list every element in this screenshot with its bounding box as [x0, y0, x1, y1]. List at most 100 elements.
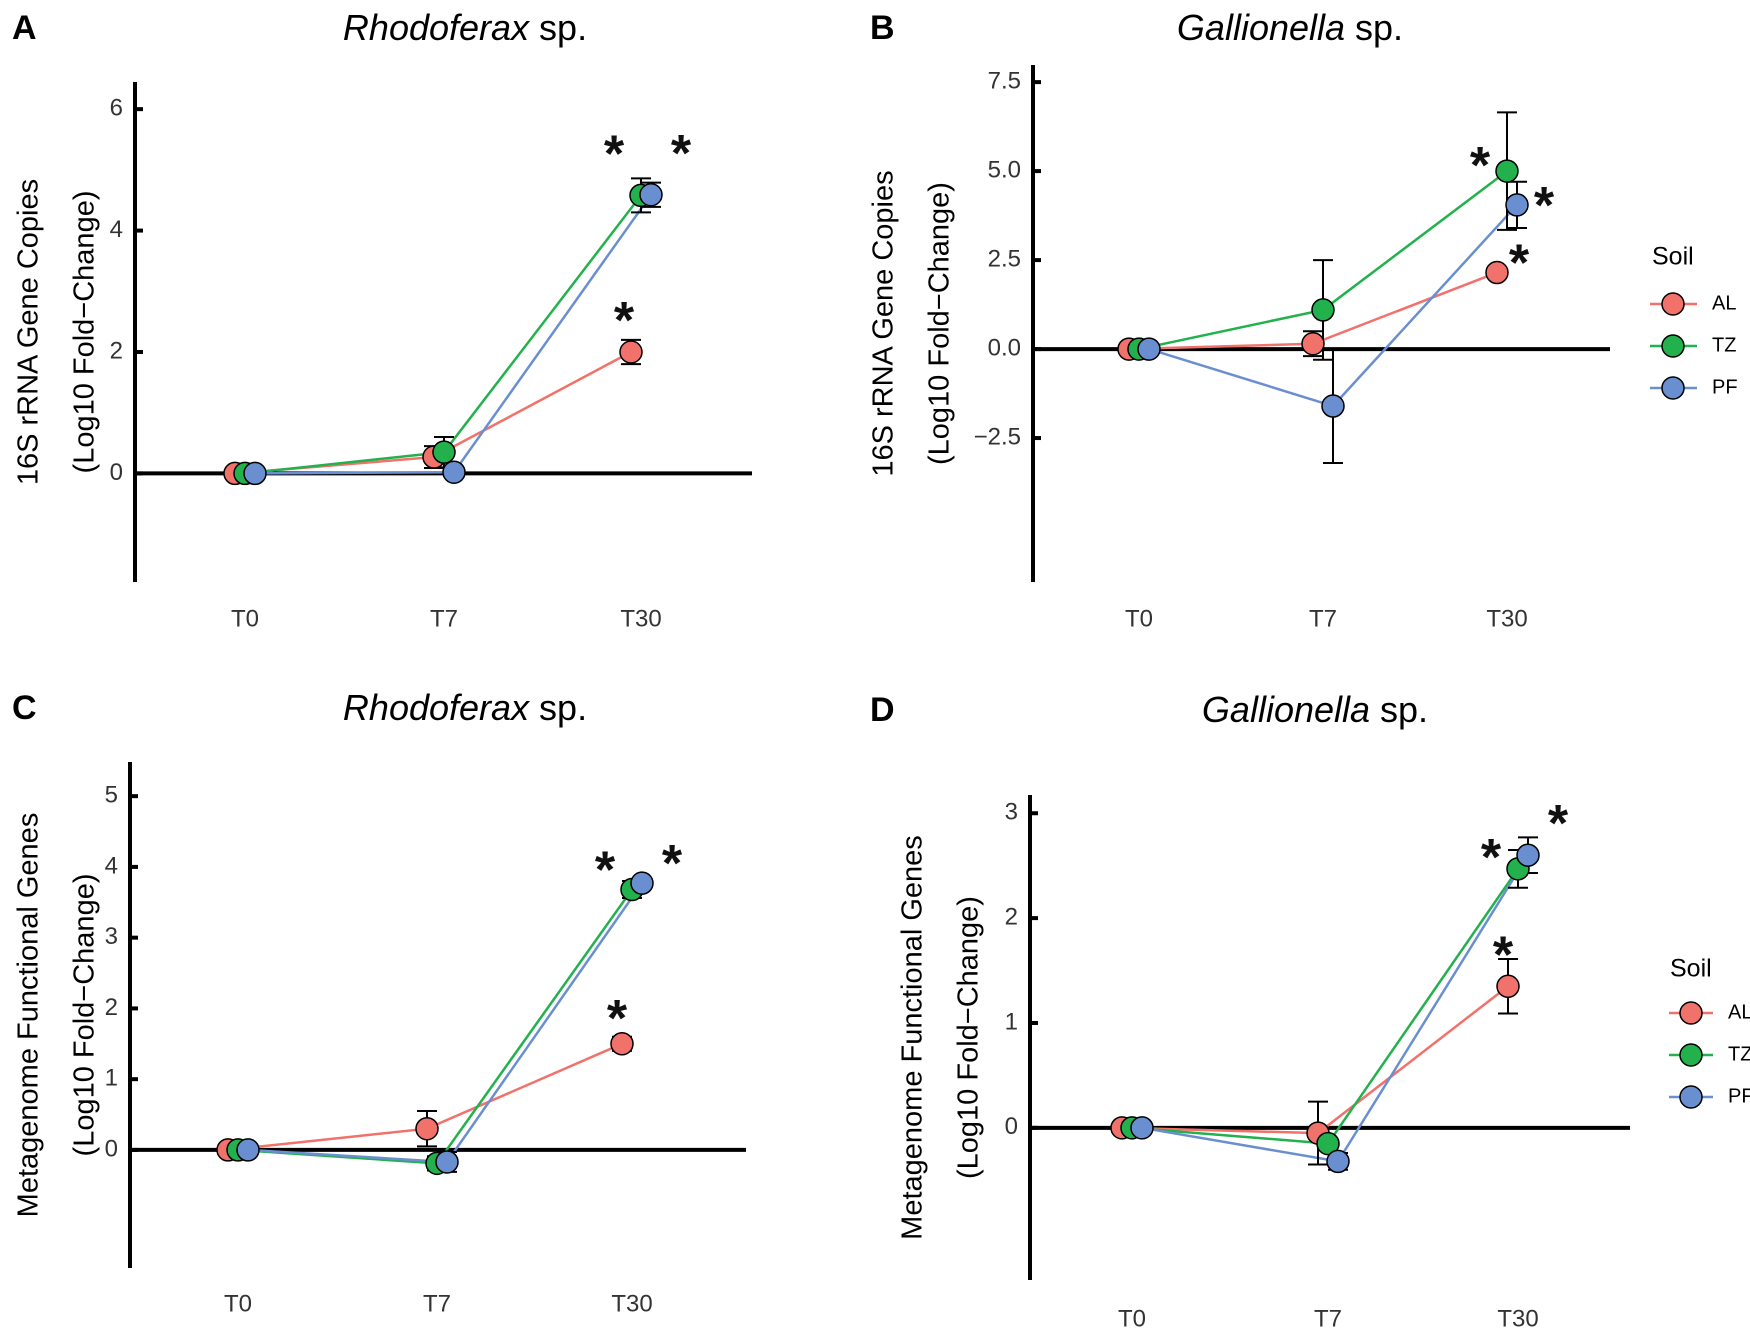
significance-star: * — [1548, 795, 1569, 853]
panel-d: D Gallionella sp. 0 1 2 3 Metagenome Functiona… — [870, 689, 1630, 1330]
y-axis-title-line2: (Log10 Fold−Change) — [69, 874, 101, 1157]
y-axis-title-line1: 16S rRNA Gene Copies — [868, 170, 900, 476]
significance-star: * — [614, 292, 635, 350]
significance-star: * — [662, 835, 683, 893]
data-point-tz — [1316, 1131, 1340, 1156]
data-point-pf — [1326, 1149, 1350, 1174]
y-tick-label: 0 — [105, 1135, 118, 1162]
legend-label: PF — [1712, 376, 1738, 398]
legend-label: AL — [1728, 1001, 1750, 1023]
data-point-pf — [1516, 843, 1540, 867]
y-tick-label: 2.5 — [988, 245, 1021, 272]
y-axis-title-line1: 16S rRNA Gene Copies — [13, 179, 45, 485]
panel-letter: B — [870, 9, 895, 47]
y-tick-label: −2.5 — [974, 423, 1021, 450]
x-tick-label: T0 — [231, 605, 259, 632]
panel-title-italic: Rhodoferax — [343, 687, 531, 728]
y-axis-title-line2: (Log10 Fold−Change) — [953, 896, 985, 1179]
panel-c: C Rhodoferax sp. 0 1 2 3 4 5 Metagenome Function… — [12, 687, 746, 1317]
y-axis-title-line1: Metagenome Functional Genes — [13, 813, 45, 1218]
legend-title: Soil — [1652, 243, 1694, 271]
y-tick-label: 2 — [1005, 903, 1018, 930]
legend-key-pf — [1679, 1085, 1703, 1109]
y-tick-label: 2 — [105, 994, 118, 1021]
legend-label: PF — [1728, 1085, 1750, 1107]
panel-b: B Gallionella sp. −2.5 0.0 2.5 5.0 7.5 16S rRNA… — [868, 7, 1610, 632]
data-point-al — [415, 1116, 439, 1141]
panel-title-italic: Gallionella — [1202, 689, 1370, 730]
significance-star: * — [607, 990, 628, 1048]
panel-title-italic: Gallionella — [1177, 7, 1345, 48]
series-line-pf — [1141, 854, 1530, 1163]
x-tick-label: T0 — [1118, 1305, 1146, 1330]
y-tick-label: 5 — [105, 781, 118, 808]
significance-star: * — [1481, 829, 1502, 887]
legend-key-al — [1679, 1001, 1703, 1025]
panel-letter: D — [870, 691, 895, 729]
legend-label: TZ — [1728, 1043, 1750, 1065]
legend-2: Soil AL TZ PF — [1669, 955, 1750, 1109]
y-axis-title-line2: (Log10 Fold−Change) — [69, 191, 101, 474]
panel-letter: C — [12, 689, 37, 727]
x-tick-label: T7 — [1309, 605, 1337, 632]
panel-title-rest: sp. — [529, 7, 587, 48]
y-axis-title-line1: Metagenome Functional Genes — [897, 835, 929, 1240]
panel-title-italic: Rhodoferax — [343, 7, 531, 48]
y-tick-label: 4 — [110, 216, 123, 243]
significance-star: * — [1534, 177, 1555, 235]
data-point-al — [610, 1032, 634, 1056]
panel-title: Gallionella sp. — [1177, 7, 1403, 48]
significance-star: * — [671, 125, 692, 183]
x-tick-label: T7 — [430, 605, 458, 632]
x-tick-label: T0 — [224, 1290, 252, 1317]
y-axis-title-line2: (Log10 Fold−Change) — [924, 182, 956, 465]
legend-key-tz — [1661, 334, 1685, 358]
data-point-al — [619, 340, 643, 364]
series-line-al — [1121, 985, 1509, 1135]
legend-1: Soil AL TZ PF — [1650, 243, 1738, 400]
series-line-pf — [254, 194, 653, 475]
legend-label: TZ — [1712, 334, 1736, 356]
x-tick-label: T30 — [620, 605, 661, 632]
data-point-pf — [1505, 193, 1529, 217]
data-point-pf — [435, 1150, 459, 1174]
y-tick-label: 5.0 — [988, 156, 1021, 183]
panel-title-rest: sp. — [1370, 689, 1428, 730]
x-tick-label: T7 — [1314, 1305, 1342, 1330]
data-point-pf — [1137, 337, 1161, 361]
y-tick-label: 6 — [110, 94, 123, 121]
data-point-tz — [1311, 298, 1335, 322]
legend-key-tz — [1679, 1043, 1703, 1067]
legend-key-al — [1661, 292, 1685, 316]
significance-star: * — [604, 125, 625, 183]
y-tick-label: 3 — [1005, 799, 1018, 826]
y-tick-label: 1 — [105, 1065, 118, 1092]
data-point-pf — [639, 183, 663, 207]
data-point-al — [1496, 974, 1520, 999]
x-tick-label: T0 — [1125, 605, 1153, 632]
x-tick-label: T30 — [611, 1290, 652, 1317]
panel-letter: A — [12, 9, 37, 47]
y-tick-label: 0.0 — [988, 334, 1021, 361]
data-point-al — [1301, 331, 1325, 356]
panel-a: A Rhodoferax sp. 0 2 4 6 16S rRNA Gene Copies (… — [12, 7, 752, 632]
data-point-pf — [630, 871, 654, 895]
significance-star: * — [1493, 926, 1514, 984]
panel-title-rest: sp. — [1345, 7, 1403, 48]
y-tick-label: 2 — [110, 337, 123, 364]
legend-key-pf — [1661, 376, 1685, 400]
data-point-al — [1485, 260, 1509, 285]
data-point-tz — [432, 440, 456, 464]
x-tick-label: T30 — [1497, 1305, 1538, 1330]
significance-star: * — [1509, 235, 1530, 293]
panel-title-rest: sp. — [529, 687, 587, 728]
significance-star: * — [595, 842, 616, 900]
series-line-tz — [244, 194, 642, 475]
data-point-pf — [236, 1138, 260, 1162]
y-tick-label: 3 — [105, 923, 118, 950]
data-point-pf — [442, 460, 466, 484]
panel-title: Gallionella sp. — [1202, 689, 1428, 730]
y-tick-label: 0 — [1005, 1113, 1018, 1140]
y-tick-label: 7.5 — [988, 67, 1021, 94]
y-tick-label: 0 — [110, 459, 123, 486]
